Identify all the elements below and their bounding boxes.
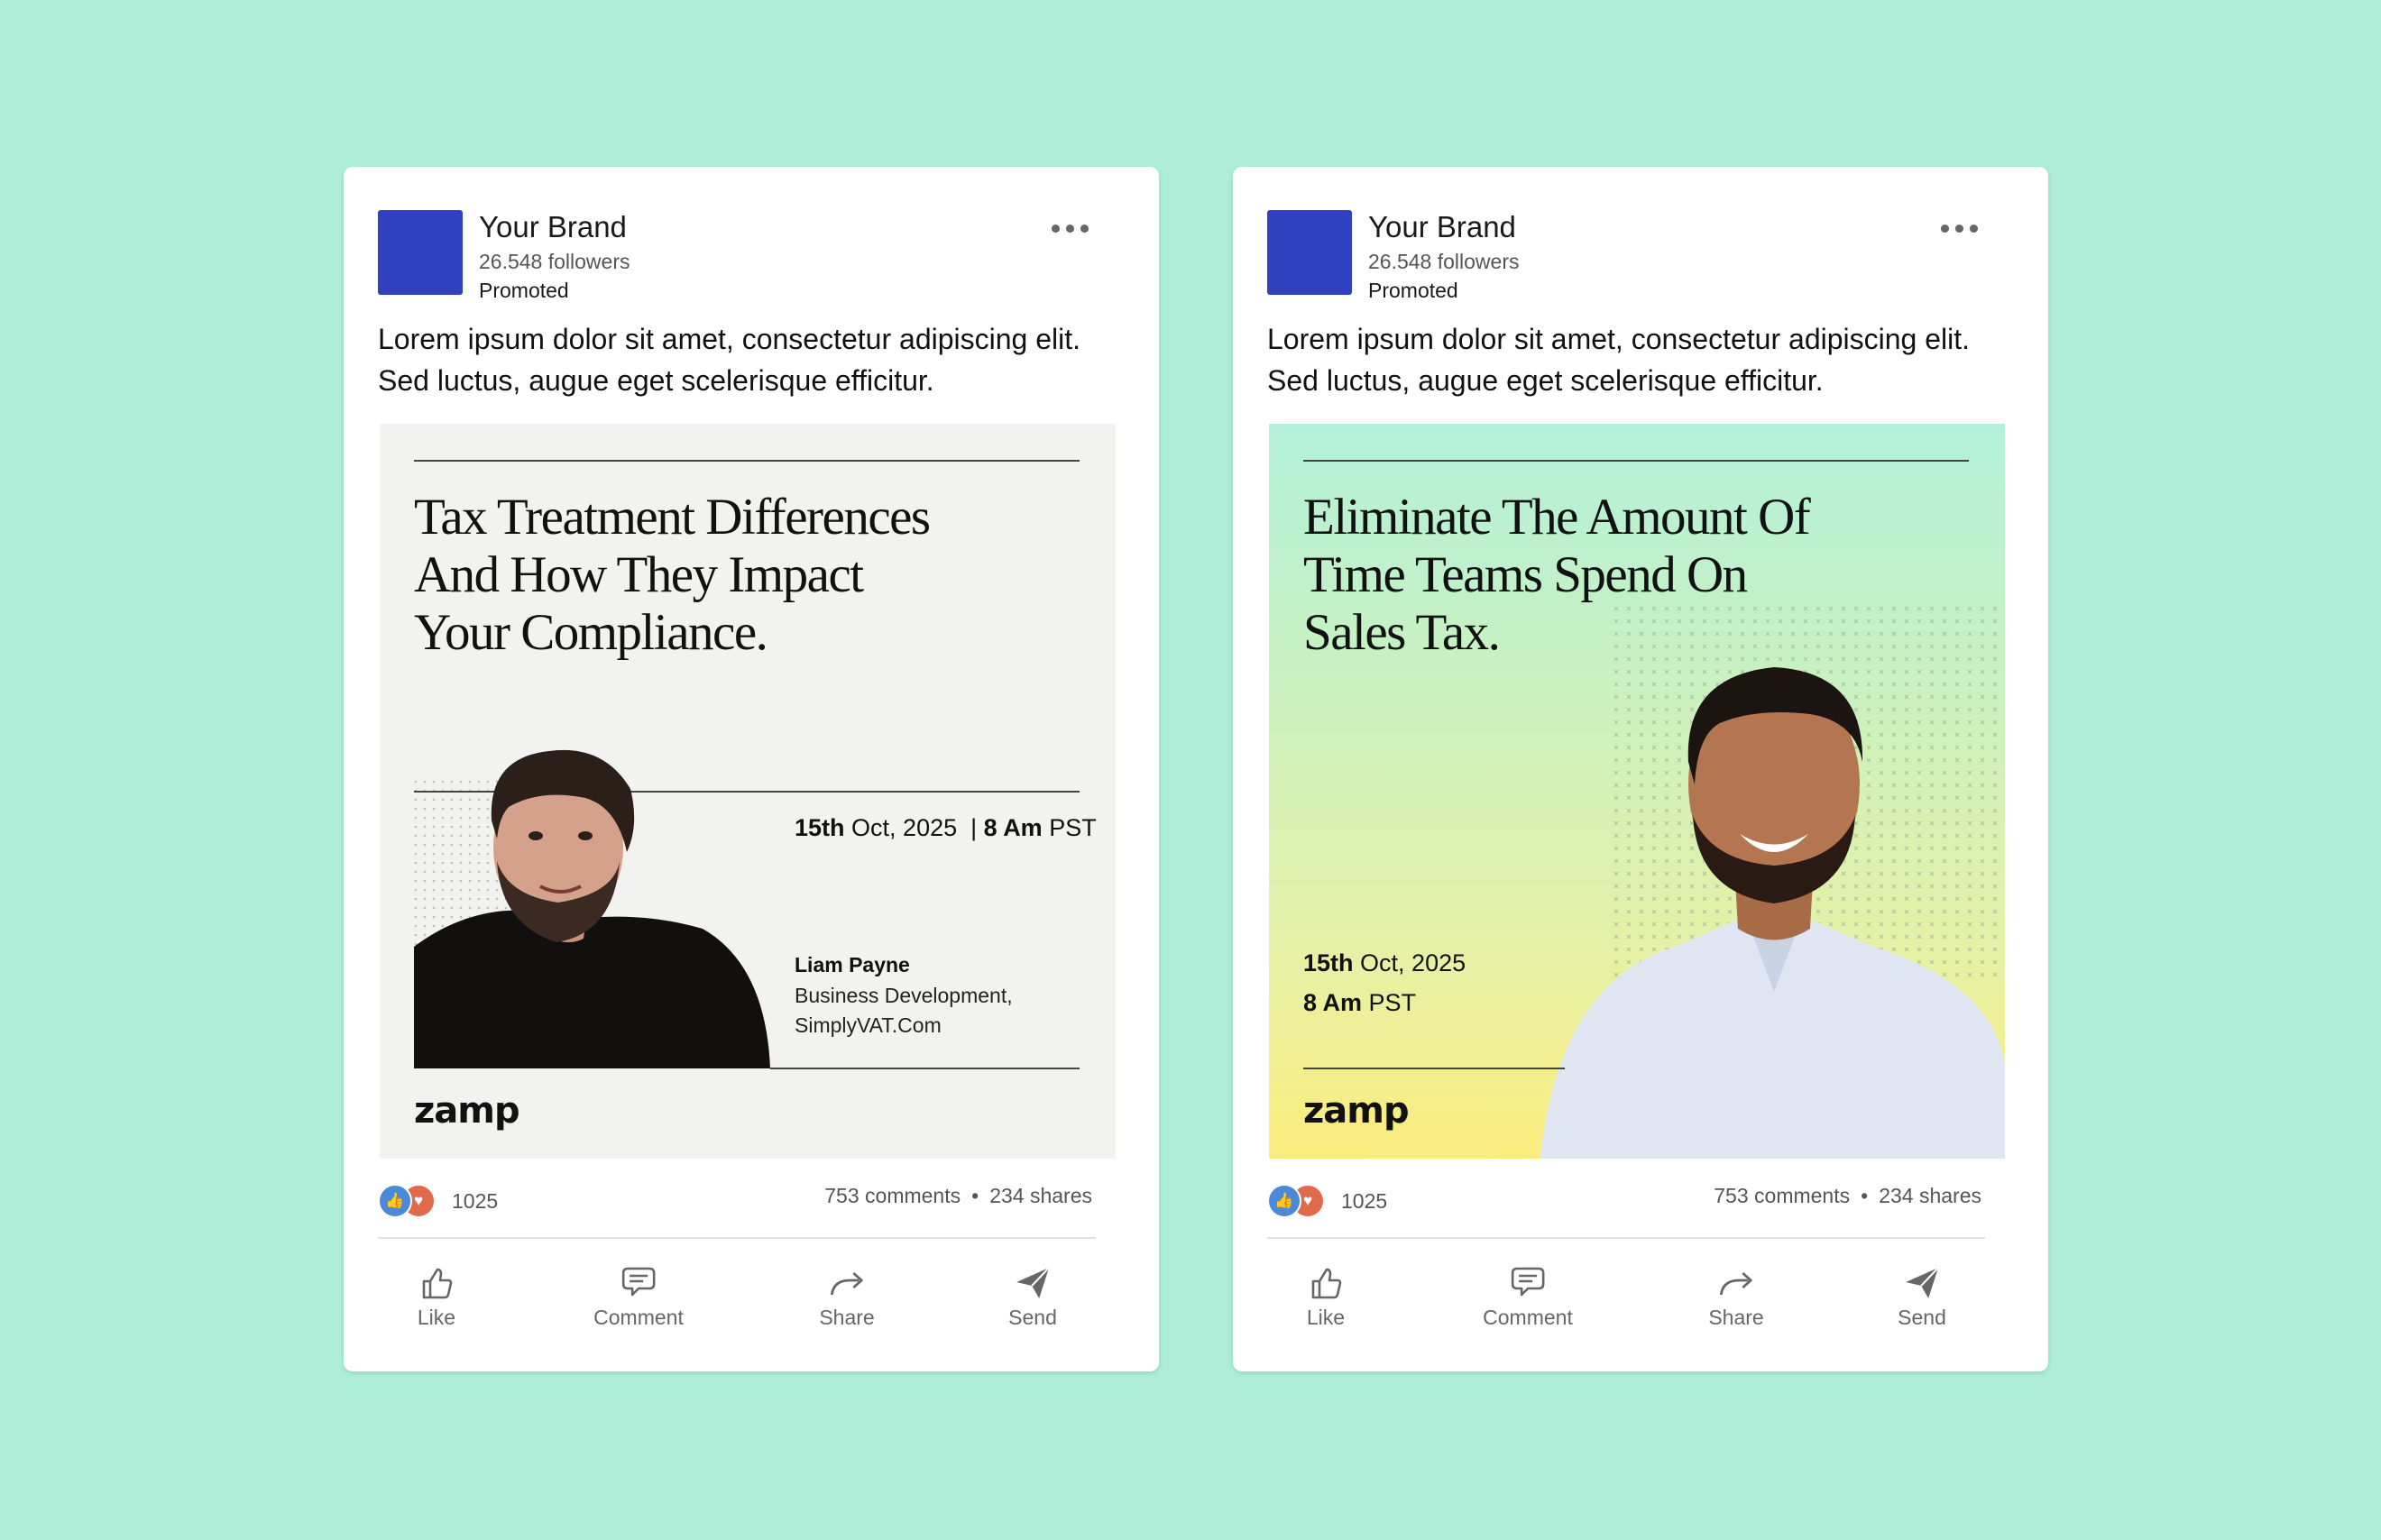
zamp-logo: zamp xyxy=(1303,1090,1410,1132)
post-text-line: Sed luctus, augue eget scelerisque effic… xyxy=(1267,364,1824,397)
comment-count[interactable]: 753 comments xyxy=(1714,1184,1851,1207)
post-text-line: Lorem ipsum dolor sit amet, consectetur … xyxy=(1267,323,1971,355)
send-button[interactable]: Send xyxy=(1898,1262,1946,1330)
divider-rule xyxy=(1303,460,1969,462)
comment-button[interactable]: Comment xyxy=(593,1262,684,1330)
ad-creative[interactable]: Tax Treatment Differences And How They I… xyxy=(380,424,1116,1159)
speaker-role: Business Development, SimplyVAT.Com xyxy=(795,984,1013,1037)
share-count[interactable]: 234 shares xyxy=(989,1184,1092,1207)
share-button[interactable]: Share xyxy=(819,1262,875,1330)
creative-headline: Eliminate The Amount Of Time Teams Spend… xyxy=(1303,489,1811,661)
brand-name[interactable]: Your Brand xyxy=(479,210,627,243)
comment-count[interactable]: 753 comments xyxy=(824,1184,961,1207)
stats-separator: • xyxy=(1861,1184,1869,1207)
reactions[interactable]: 👍 ♥ 1025 xyxy=(1267,1184,1387,1218)
comment-icon xyxy=(1511,1267,1545,1297)
engagement-stats[interactable]: 753 comments • 234 shares xyxy=(1714,1184,1981,1208)
send-icon xyxy=(1906,1267,1939,1298)
speaker-name: Liam Payne xyxy=(795,953,910,976)
reaction-count: 1025 xyxy=(452,1188,499,1213)
event-date: 15th Oct, 2025 | 8 Am PST xyxy=(795,814,1097,841)
share-label: Share xyxy=(1708,1306,1764,1329)
share-count[interactable]: 234 shares xyxy=(1879,1184,1981,1207)
like-label: Like xyxy=(1306,1306,1346,1329)
brand-name[interactable]: Your Brand xyxy=(1368,210,1516,243)
brand-logo[interactable] xyxy=(1267,210,1352,295)
engagement-stats[interactable]: 753 comments • 234 shares xyxy=(824,1184,1092,1208)
promoted-label: Promoted xyxy=(479,279,569,302)
thumbs-up-icon xyxy=(422,1268,453,1299)
share-button[interactable]: Share xyxy=(1708,1262,1764,1330)
like-label: Like xyxy=(417,1306,456,1329)
more-options-icon[interactable] xyxy=(1935,219,1983,238)
send-label: Send xyxy=(1898,1306,1946,1329)
event-time: 8 Am PST xyxy=(1303,989,1417,1016)
post-text-line: Lorem ipsum dolor sit amet, consectetur … xyxy=(378,323,1081,355)
action-divider xyxy=(378,1237,1096,1239)
post-text: Lorem ipsum dolor sit amet, consectetur … xyxy=(378,318,1135,401)
like-reaction-icon: 👍 xyxy=(1267,1184,1301,1218)
comment-label: Comment xyxy=(593,1306,684,1329)
send-button[interactable]: Send xyxy=(1008,1262,1057,1330)
creative-headline: Tax Treatment Differences And How They I… xyxy=(414,489,931,661)
more-options-icon[interactable] xyxy=(1046,219,1094,238)
comment-icon xyxy=(621,1267,656,1297)
action-bar: Like Comment Share Send xyxy=(1233,1262,2048,1334)
divider-rule xyxy=(770,1068,1080,1069)
speaker-photo xyxy=(1540,667,2005,1159)
post-card: Your Brand 26.548 followers Promoted Lor… xyxy=(344,167,1159,1371)
comment-button[interactable]: Comment xyxy=(1483,1262,1573,1330)
action-bar: Like Comment Share Send xyxy=(344,1262,1159,1334)
promoted-label: Promoted xyxy=(1368,279,1458,302)
thumbs-up-icon xyxy=(1311,1268,1342,1299)
divider-rule xyxy=(1303,1068,1565,1069)
speaker-photo xyxy=(414,749,770,1068)
share-label: Share xyxy=(819,1306,875,1329)
share-arrow-icon xyxy=(1719,1271,1752,1296)
follower-count: 26.548 followers xyxy=(479,250,630,273)
like-button[interactable]: Like xyxy=(1305,1262,1347,1330)
send-icon xyxy=(1016,1267,1050,1298)
reaction-count: 1025 xyxy=(1341,1188,1388,1213)
like-button[interactable]: Like xyxy=(416,1262,457,1330)
reactions[interactable]: 👍 ♥ 1025 xyxy=(378,1184,498,1218)
zamp-logo: zamp xyxy=(414,1090,520,1132)
share-arrow-icon xyxy=(830,1271,863,1296)
stats-separator: • xyxy=(971,1184,979,1207)
divider-rule xyxy=(414,460,1080,462)
event-date: 15th Oct, 2025 xyxy=(1303,949,1466,976)
like-reaction-icon: 👍 xyxy=(378,1184,412,1218)
post-card: Your Brand 26.548 followers Promoted Lor… xyxy=(1233,167,2048,1371)
action-divider xyxy=(1267,1237,1985,1239)
send-label: Send xyxy=(1008,1306,1057,1329)
follower-count: 26.548 followers xyxy=(1368,250,1520,273)
brand-logo[interactable] xyxy=(378,210,463,295)
post-text-line: Sed luctus, augue eget scelerisque effic… xyxy=(378,364,934,397)
comment-label: Comment xyxy=(1483,1306,1573,1329)
post-text: Lorem ipsum dolor sit amet, consectetur … xyxy=(1267,318,2025,401)
divider-rule xyxy=(414,791,1080,793)
ad-creative[interactable]: Eliminate The Amount Of Time Teams Spend… xyxy=(1269,424,2005,1159)
